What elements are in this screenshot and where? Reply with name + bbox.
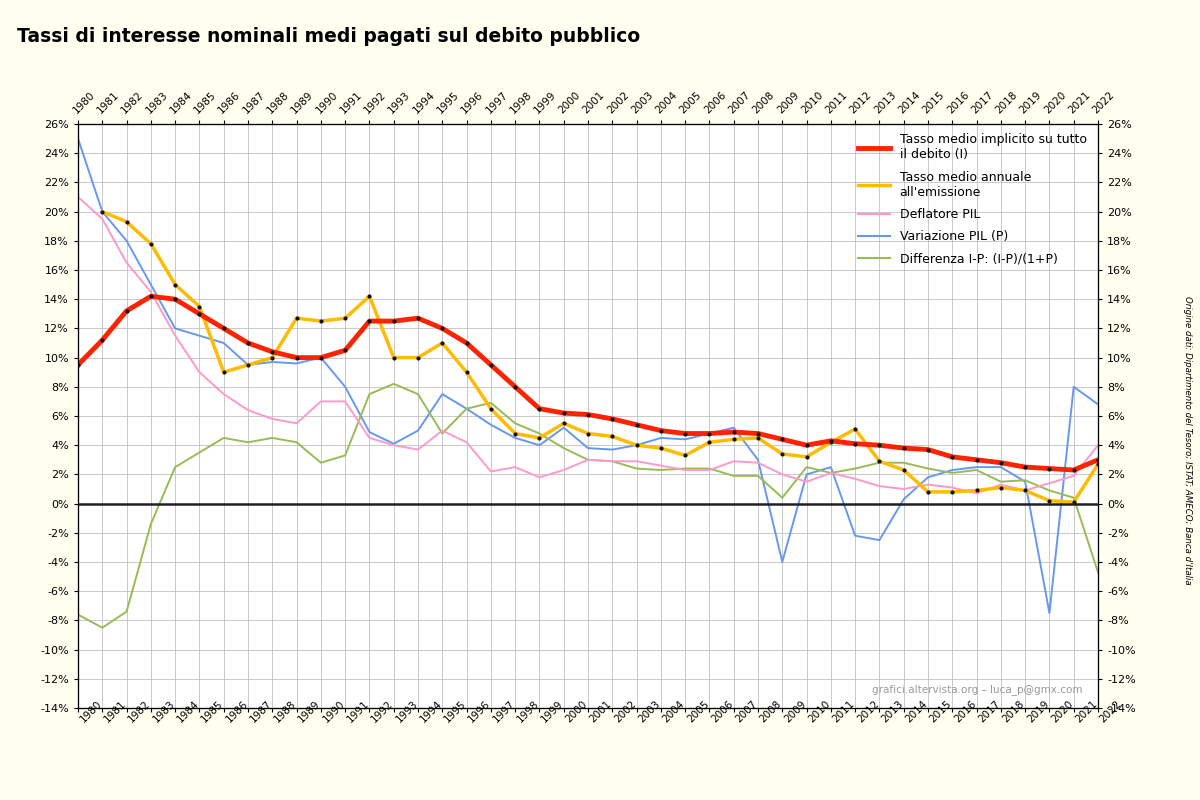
- Text: grafici.altervista.org – luca_p@gmx.com: grafici.altervista.org – luca_p@gmx.com: [872, 684, 1082, 695]
- Text: Tassi di interesse nominali medi pagati sul debito pubblico: Tassi di interesse nominali medi pagati …: [18, 27, 641, 46]
- Legend: Tasso medio implicito su tutto
il debito (I), Tasso medio annuale
all'emissione,: Tasso medio implicito su tutto il debito…: [853, 128, 1092, 270]
- Text: Origine dati: Dipartimento del Tesoro; ISTAT; AMECO; Banca d'Italia: Origine dati: Dipartimento del Tesoro; I…: [1183, 296, 1192, 584]
